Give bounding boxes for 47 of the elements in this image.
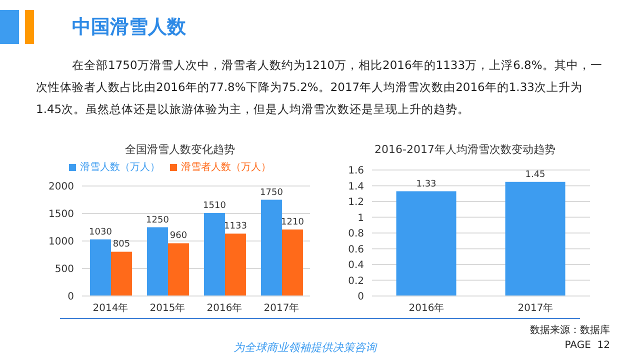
data-label: 1750 (260, 188, 284, 198)
bar (260, 200, 282, 296)
data-label: 1510 (203, 200, 226, 211)
y-tick-label: 0.6 (348, 244, 364, 256)
data-label: 960 (170, 231, 188, 242)
data-label: 1210 (281, 217, 304, 228)
text: 中国滑雪人数 (72, 15, 186, 40)
text: 在全部1750万滑雪人次中，滑雪者人数约为1210万，相比2016年的1133万，上浮6.8%。其中，一次性体验者人数占比由2016年的77.8%下降为75.2%。2017年人均滑雪次数由2016年的1.33次上升为1.45次。虽然总体还是以旅游体验为主，但是人均滑雪次数还是呈现上升的趋势。 (36, 57, 604, 118)
text: 为全球商业领袖提供决策咨询 (232, 340, 378, 355)
y-tick-label: 1.6 (348, 166, 364, 177)
x-tick-label: 2017年 (264, 302, 300, 314)
y-tick-label: 0 (358, 292, 364, 303)
x-tick-label: 2015年 (150, 302, 186, 314)
y-tick-label: 0.2 (348, 276, 364, 287)
chart-title: 2016-2017年人均滑雪次数变动趋势 (374, 142, 556, 157)
data-label: 1133 (224, 222, 247, 232)
y-tick-label: 500 (54, 264, 74, 276)
y-tick-label: 1.2 (348, 197, 364, 208)
x-tick-label: 2014年 (92, 302, 128, 314)
text: PAGE 12 (564, 340, 610, 351)
data-label: 1.33 (416, 179, 436, 190)
data-label: 1.45 (525, 170, 546, 180)
bar (204, 212, 225, 296)
x-tick-label: 2016年 (206, 302, 242, 314)
bar (90, 239, 111, 296)
x-tick-label: 2016年 (408, 302, 444, 314)
bar (224, 234, 246, 296)
source-note: 数据来源：数据库 (529, 324, 610, 337)
y-tick-label: 0.4 (348, 260, 364, 272)
y-tick-label: 1 (358, 212, 364, 224)
y-tick-label: 1.4 (348, 181, 364, 192)
legend-label: 滑雪人数（万人） (80, 162, 160, 173)
bar (110, 252, 132, 296)
bar (146, 227, 168, 296)
y-tick-label: 1500 (48, 209, 74, 220)
data-label: 1250 (146, 215, 170, 226)
y-tick-label: 0 (68, 292, 74, 303)
chart-title: 全国滑雪人数变化趋势 (124, 142, 236, 157)
data-label: 1030 (89, 227, 112, 238)
legend-label: 滑雪者人数（万人） (181, 162, 271, 173)
data-label: 805 (112, 240, 130, 250)
y-tick-label: 0.8 (348, 228, 364, 240)
bar (168, 243, 189, 296)
x-tick-label: 2017年 (518, 302, 554, 314)
y-tick-label: 2000 (48, 182, 74, 193)
y-tick-label: 1000 (48, 236, 74, 248)
bar (282, 229, 303, 296)
